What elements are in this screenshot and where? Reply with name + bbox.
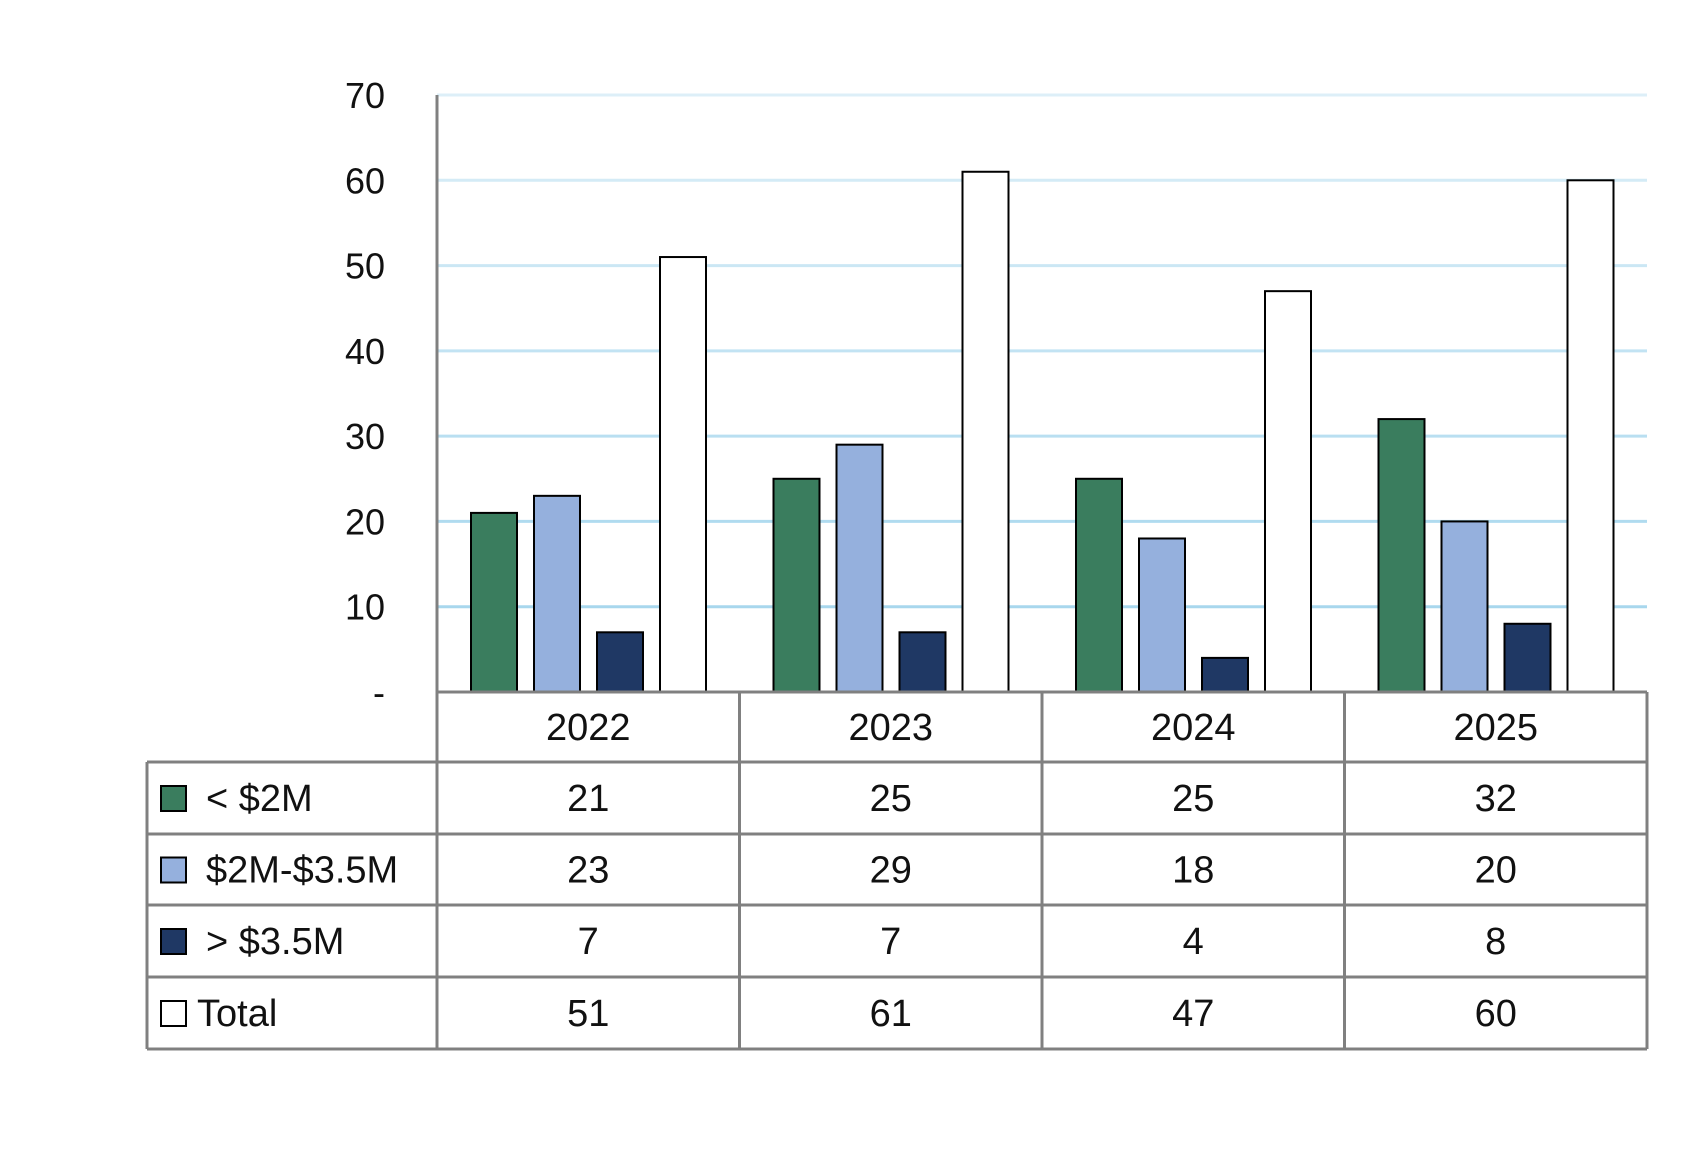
bar <box>1075 477 1123 693</box>
legend-label: $2M-$3.5M <box>206 850 398 892</box>
data-label: 18 <box>1172 850 1214 892</box>
data-label: 8 <box>1485 921 1506 963</box>
data-label: 25 <box>1172 778 1214 820</box>
bars <box>470 170 1615 694</box>
bar <box>898 631 947 693</box>
data-table: 2022 2023 2024 2025 < $2M 21 25 25 32 $2M-$3.5M 23… <box>145 690 1649 1051</box>
y-tick-label: 70 <box>345 75 385 116</box>
bar <box>1201 656 1249 694</box>
bar <box>1264 290 1312 693</box>
data-label: 51 <box>567 993 609 1035</box>
bar <box>533 494 581 694</box>
legend-label: < $2M <box>206 778 313 820</box>
category-label: 2024 <box>1151 707 1236 749</box>
data-label: 29 <box>870 850 912 892</box>
bar <box>596 631 644 693</box>
category-label: 2022 <box>546 707 631 749</box>
legend-key <box>160 785 187 812</box>
data-label: 20 <box>1475 850 1517 892</box>
data-label: 32 <box>1475 778 1517 820</box>
legend-label: Total <box>197 993 277 1035</box>
data-label: 61 <box>870 993 912 1035</box>
data-label: 23 <box>567 850 609 892</box>
bar <box>1377 418 1426 693</box>
data-label: 21 <box>567 778 609 820</box>
bar <box>1440 520 1489 694</box>
data-label: 4 <box>1183 921 1204 963</box>
y-tick-label: 10 <box>345 587 385 628</box>
data-label: 60 <box>1475 993 1517 1035</box>
y-tick-label: 20 <box>345 501 385 542</box>
bar <box>659 256 707 693</box>
y-tick-label: 50 <box>345 246 385 287</box>
data-label: 7 <box>880 921 901 963</box>
y-tick-label: 30 <box>345 416 385 457</box>
bar <box>835 443 884 693</box>
bar <box>470 511 518 694</box>
data-label: 25 <box>870 778 912 820</box>
y-tick-label: - <box>373 672 385 713</box>
category-label: 2023 <box>848 707 933 749</box>
bar <box>961 170 1010 693</box>
y-tick-label: 40 <box>345 331 385 372</box>
category-label: 2025 <box>1453 707 1538 749</box>
bar <box>1138 537 1186 693</box>
bar <box>1566 179 1615 694</box>
legend-key <box>160 1000 187 1027</box>
y-tick-label: 60 <box>345 160 385 201</box>
data-label: 47 <box>1172 993 1214 1035</box>
bar <box>772 477 821 693</box>
gridlines <box>437 93 1647 609</box>
legend-key <box>160 928 187 955</box>
y-axis-tick-labels: - 10 20 30 40 50 60 70 <box>345 75 385 713</box>
legend-key <box>160 856 187 884</box>
legend-label: > $3.5M <box>206 921 344 963</box>
bar <box>1503 622 1552 693</box>
data-label: 7 <box>578 921 599 963</box>
